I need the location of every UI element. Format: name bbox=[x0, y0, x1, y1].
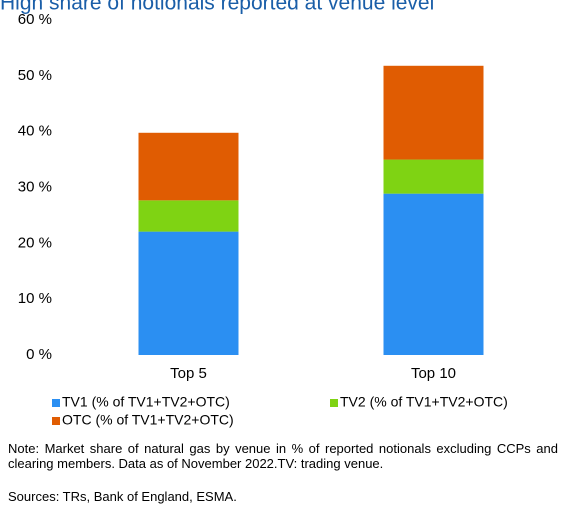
x-tick-label: Top 5 bbox=[170, 365, 207, 382]
legend-label: OTC (% of TV1+TV2+OTC) bbox=[62, 412, 234, 428]
bar-segment bbox=[383, 159, 484, 194]
y-tick-label: 60 % bbox=[18, 11, 52, 28]
y-tick-label: 50 % bbox=[18, 67, 52, 84]
note: Note: Market share of natural gas by ven… bbox=[8, 441, 558, 471]
legend-swatch bbox=[330, 399, 338, 407]
y-tick-label: 20 % bbox=[18, 234, 52, 251]
chart-title: High share of notionals reported at venu… bbox=[0, 0, 434, 15]
sources: Sources: TRs, Bank of England, ESMA. bbox=[8, 489, 237, 504]
bar-segment bbox=[383, 193, 484, 355]
chart: High share of notionals reported at venu… bbox=[0, 0, 508, 428]
legend-swatch bbox=[52, 417, 60, 425]
bar-segment bbox=[138, 200, 239, 232]
legend-label: TV2 (% of TV1+TV2+OTC) bbox=[340, 394, 508, 410]
bar-segment bbox=[138, 132, 239, 201]
y-tick-label: 0 % bbox=[26, 346, 52, 363]
y-tick-label: 40 % bbox=[18, 123, 52, 140]
bar-segment bbox=[138, 231, 239, 355]
bar-segment bbox=[383, 65, 484, 160]
x-tick-label: Top 10 bbox=[411, 365, 456, 382]
y-tick-label: 10 % bbox=[18, 290, 52, 307]
legend-label: TV1 (% of TV1+TV2+OTC) bbox=[62, 394, 230, 410]
legend-swatch bbox=[52, 399, 60, 407]
y-tick-label: 30 % bbox=[18, 178, 52, 195]
